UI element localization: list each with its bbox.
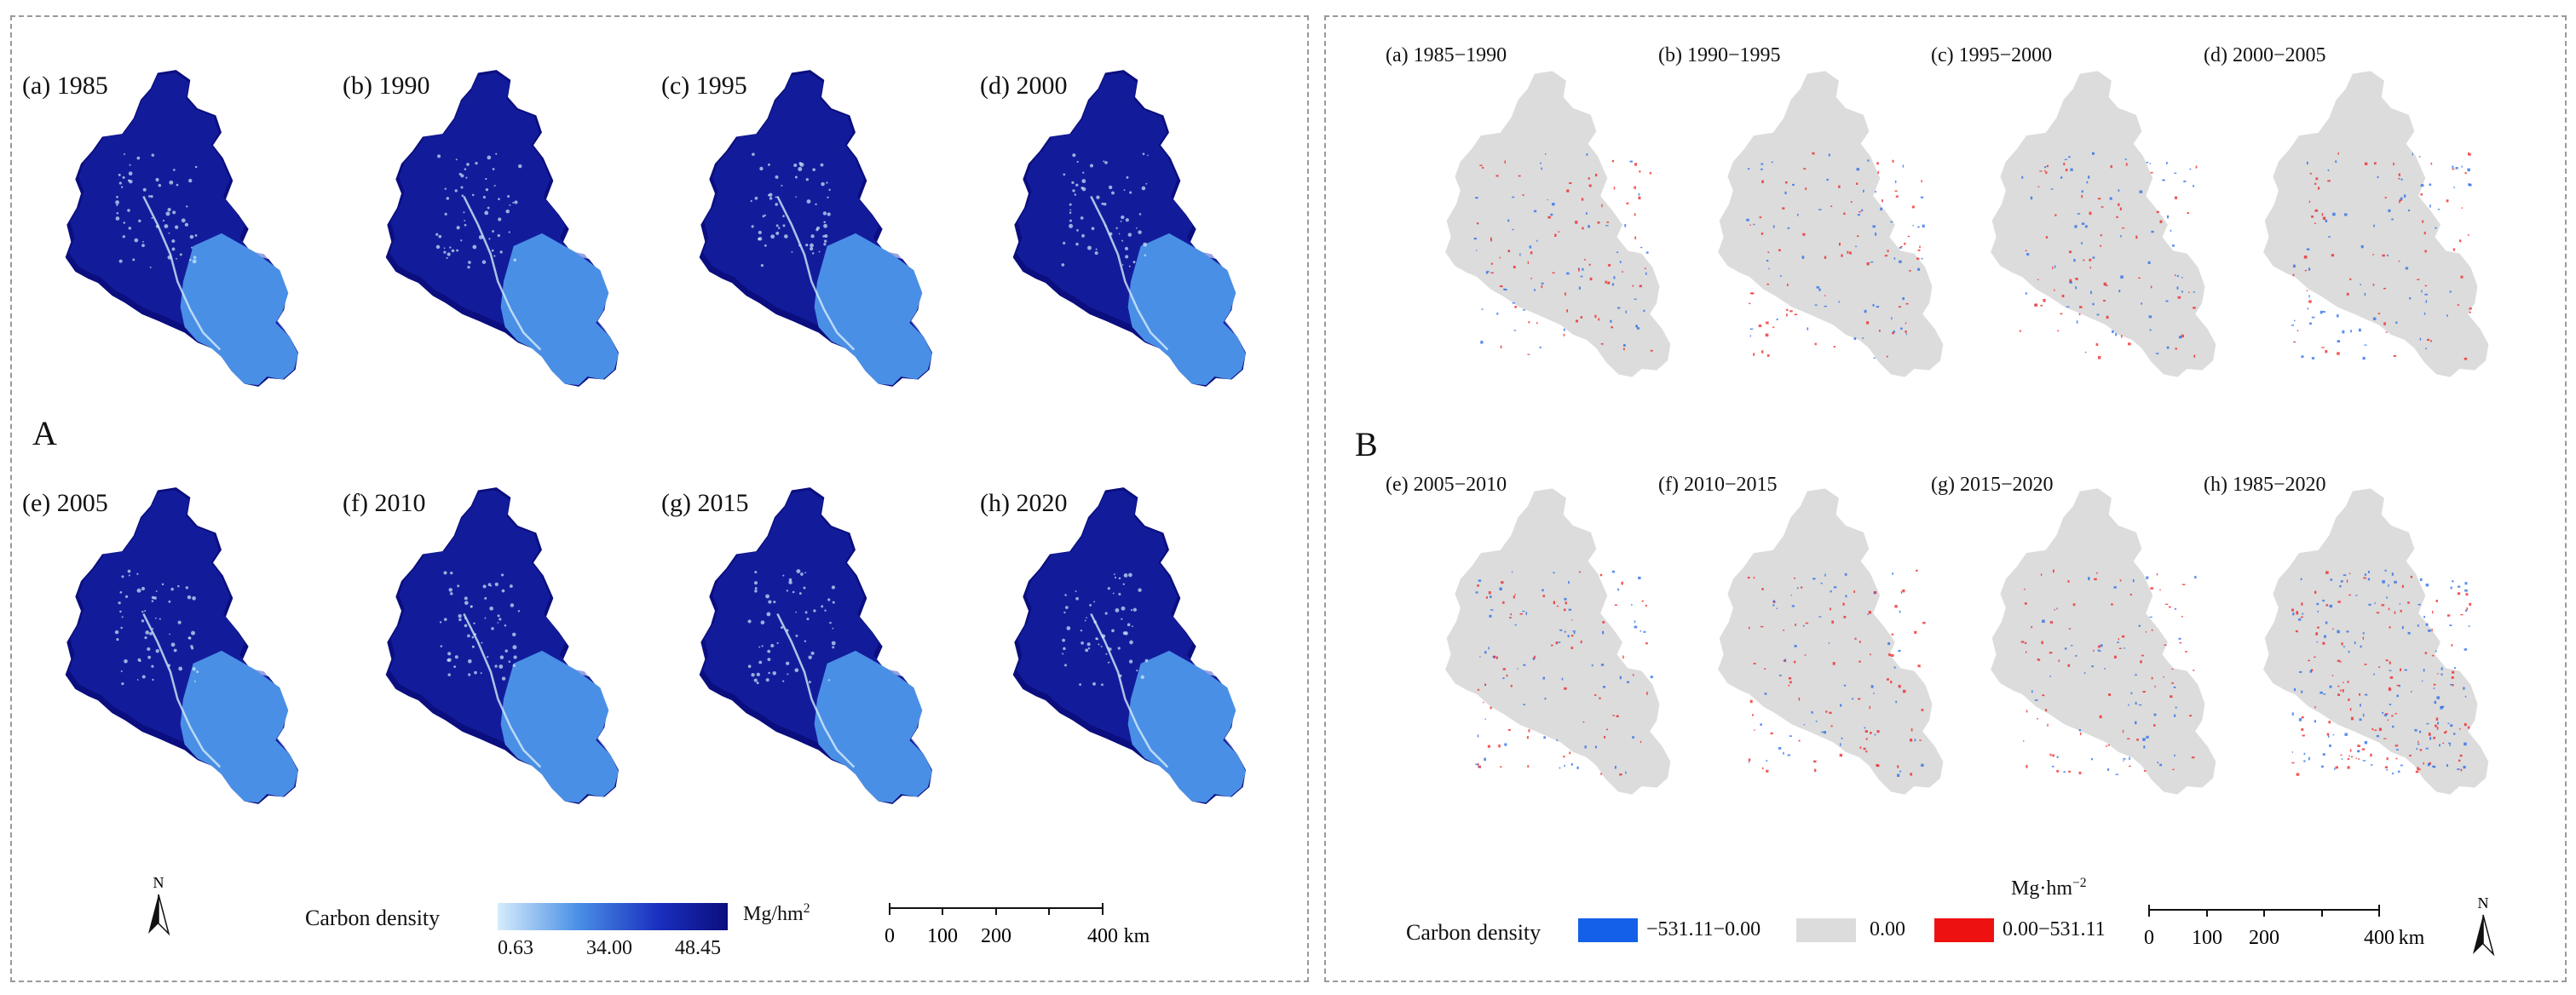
a-scale-unit: km <box>1124 925 1150 947</box>
b-scale-unit: km <box>2399 927 2425 949</box>
a-scale-tick: 200 <box>981 925 1011 947</box>
a-carbon-density-map <box>65 487 299 804</box>
a-legend-title: Carbon density <box>305 906 441 930</box>
panel-a-carbon-density: A <box>10 15 1309 982</box>
a-carbon-density-map <box>1012 487 1246 804</box>
b-carbon-change-map <box>1991 488 2216 795</box>
b-map-label: (e) 2005−2010 <box>1386 474 1507 496</box>
a-map-label: (c) 1995 <box>661 72 747 100</box>
b-scale-tick: 200 <box>2249 927 2279 949</box>
north-arrow-icon: N <box>2466 893 2500 965</box>
a-scale-bar: 0 100 200 400 km <box>885 903 1150 947</box>
a-carbon-density-map <box>699 70 932 387</box>
b-legend-title: Carbon density <box>1406 920 1542 945</box>
a-carbon-density-map <box>385 70 619 387</box>
a-carbon-density-map <box>65 70 299 387</box>
b-map-label: (d) 2000−2005 <box>2204 44 2326 66</box>
a-legend-unit: Mg/hm2 <box>743 901 810 925</box>
north-label: N <box>153 874 164 891</box>
b-legend-unit: Mg·hm−2 <box>2011 876 2087 900</box>
panel-a-label: A <box>32 414 57 452</box>
b-carbon-change-map <box>1718 71 1944 377</box>
b-scale-tick: 400 <box>2364 927 2394 949</box>
a-map-label: (f) 2010 <box>343 489 426 517</box>
b-map-label: (g) 2015−2020 <box>1931 474 2054 496</box>
b-carbon-change-map <box>1718 488 1944 795</box>
b-legend-swatch-negative <box>1578 918 1638 942</box>
b-scale-tick: 100 <box>2192 927 2222 949</box>
a-legend-min: 0.63 <box>498 937 533 959</box>
a-map-label: (g) 2015 <box>661 489 749 517</box>
panel-b-carbon-change: B <box>1324 15 2567 982</box>
b-legend-negative: −531.11−0.00 <box>1646 918 1761 940</box>
b-legend-positive: 0.00−531.11 <box>2003 918 2106 940</box>
a-map-label: (h) 2020 <box>980 489 1068 517</box>
a-scale-tick: 0 <box>885 925 895 947</box>
b-carbon-change-map <box>2263 71 2489 377</box>
a-carbon-density-map <box>1012 70 1246 387</box>
a-scale-tick: 400 <box>1087 925 1118 947</box>
b-legend-swatch-positive <box>1934 918 1994 942</box>
b-legend-swatch-zero <box>1796 918 1856 942</box>
b-carbon-change-map <box>1991 71 2216 377</box>
a-scale-tick: 100 <box>927 925 958 947</box>
a-carbon-density-map <box>385 487 619 804</box>
a-legend-max: 48.45 <box>675 937 721 959</box>
a-legend-mid: 34.00 <box>586 937 632 959</box>
b-carbon-change-map <box>2263 488 2489 795</box>
b-map-label: (a) 1985−1990 <box>1386 44 1507 66</box>
a-legend-gradient <box>498 903 728 930</box>
b-map-label: (c) 1995−2000 <box>1931 44 2053 66</box>
b-map-label: (f) 2010−2015 <box>1658 474 1778 496</box>
b-carbon-change-map <box>1445 71 1671 377</box>
a-map-label: (d) 2000 <box>980 72 1068 100</box>
b-scale-bar: 0 100 200 400 km <box>2144 905 2425 949</box>
b-carbon-change-map <box>1445 488 1671 795</box>
panel-b-label: B <box>1355 425 1378 463</box>
b-legend-zero: 0.00 <box>1870 918 1905 940</box>
b-scale-tick: 0 <box>2144 927 2154 949</box>
b-map-label: (b) 1990−1995 <box>1658 44 1781 66</box>
a-map-label: (a) 1985 <box>22 72 108 100</box>
b-map-label: (h) 1985−2020 <box>2204 474 2326 496</box>
a-map-label: (b) 1990 <box>343 72 430 100</box>
a-map-label: (e) 2005 <box>22 489 108 517</box>
north-arrow-icon: N <box>141 872 176 945</box>
north-label: N <box>2478 894 2489 912</box>
a-carbon-density-map <box>699 487 932 804</box>
